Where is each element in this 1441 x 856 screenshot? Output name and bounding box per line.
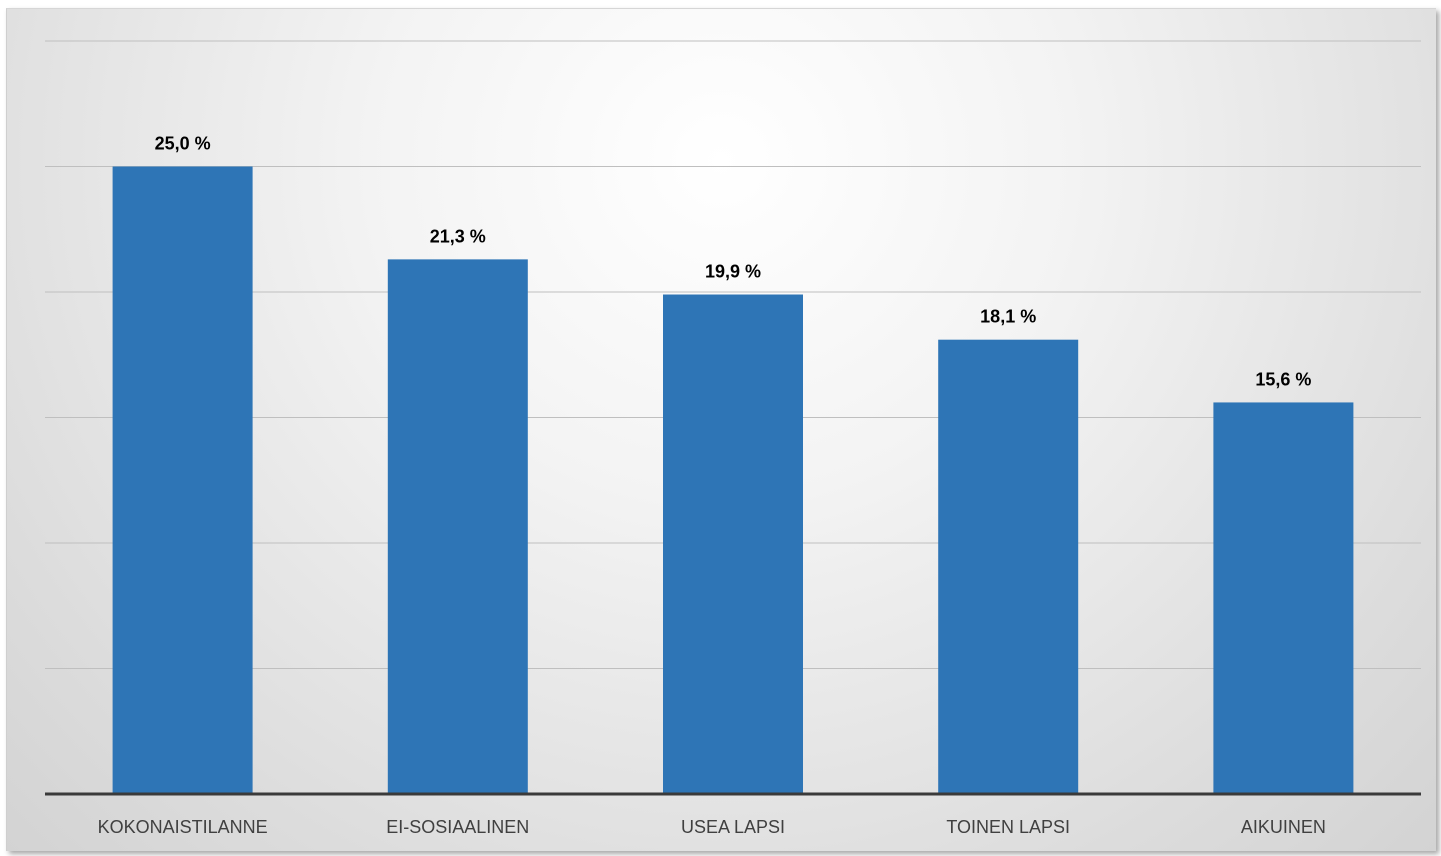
data-labels: 25,0 % 21,3 % 19,9 % 18,1 % 15,6 %	[155, 134, 1312, 390]
bar	[112, 166, 253, 794]
data-label: 15,6 %	[1255, 369, 1311, 389]
bar	[663, 294, 803, 794]
category-label: KOKONAISTILANNE	[98, 817, 268, 837]
bars	[112, 166, 1354, 794]
category-label: AIKUINEN	[1241, 817, 1326, 837]
category-labels: KOKONAISTILANNE EI-SOSIAALINEN USEA LAPSI T…	[98, 817, 1326, 837]
category-label: USEA LAPSI	[681, 817, 785, 837]
data-label: 19,9 %	[705, 262, 761, 282]
bar	[1213, 402, 1354, 794]
data-label: 21,3 %	[430, 226, 486, 246]
category-label: EI-SOSIAALINEN	[386, 817, 529, 837]
data-label: 18,1 %	[980, 307, 1036, 327]
bar	[938, 339, 1079, 794]
category-label: TOINEN LAPSI	[946, 817, 1070, 837]
bar	[387, 259, 528, 794]
data-label: 25,0 %	[155, 134, 211, 154]
